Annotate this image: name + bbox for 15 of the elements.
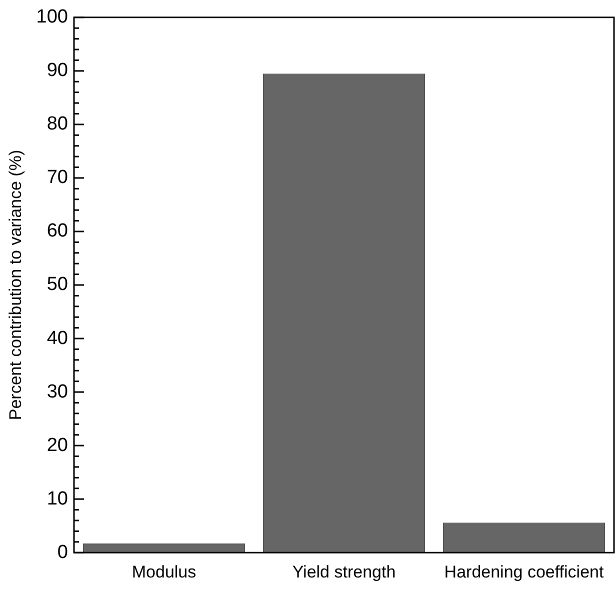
y-tick-label: 30 — [46, 381, 68, 402]
y-tick-label: 80 — [46, 114, 68, 135]
y-tick-label: 90 — [46, 60, 68, 82]
y-tick-label: 0 — [57, 542, 68, 563]
y-tick-label: 40 — [46, 328, 68, 349]
x-tick-label: Modulus — [132, 562, 196, 582]
y-tick-label: 70 — [46, 167, 68, 188]
y-tick-label: 20 — [46, 434, 68, 456]
y-tick-label: 10 — [46, 488, 68, 510]
x-tick-label: Yield strength — [292, 562, 396, 582]
y-tick-label: 60 — [46, 220, 68, 242]
x-tick-label: Hardening coefficient — [444, 562, 604, 582]
y-tick-label: 50 — [46, 274, 68, 296]
y-axis-title: Percent contribution to variance (%) — [6, 150, 25, 420]
y-tick-label: 100 — [36, 6, 68, 28]
